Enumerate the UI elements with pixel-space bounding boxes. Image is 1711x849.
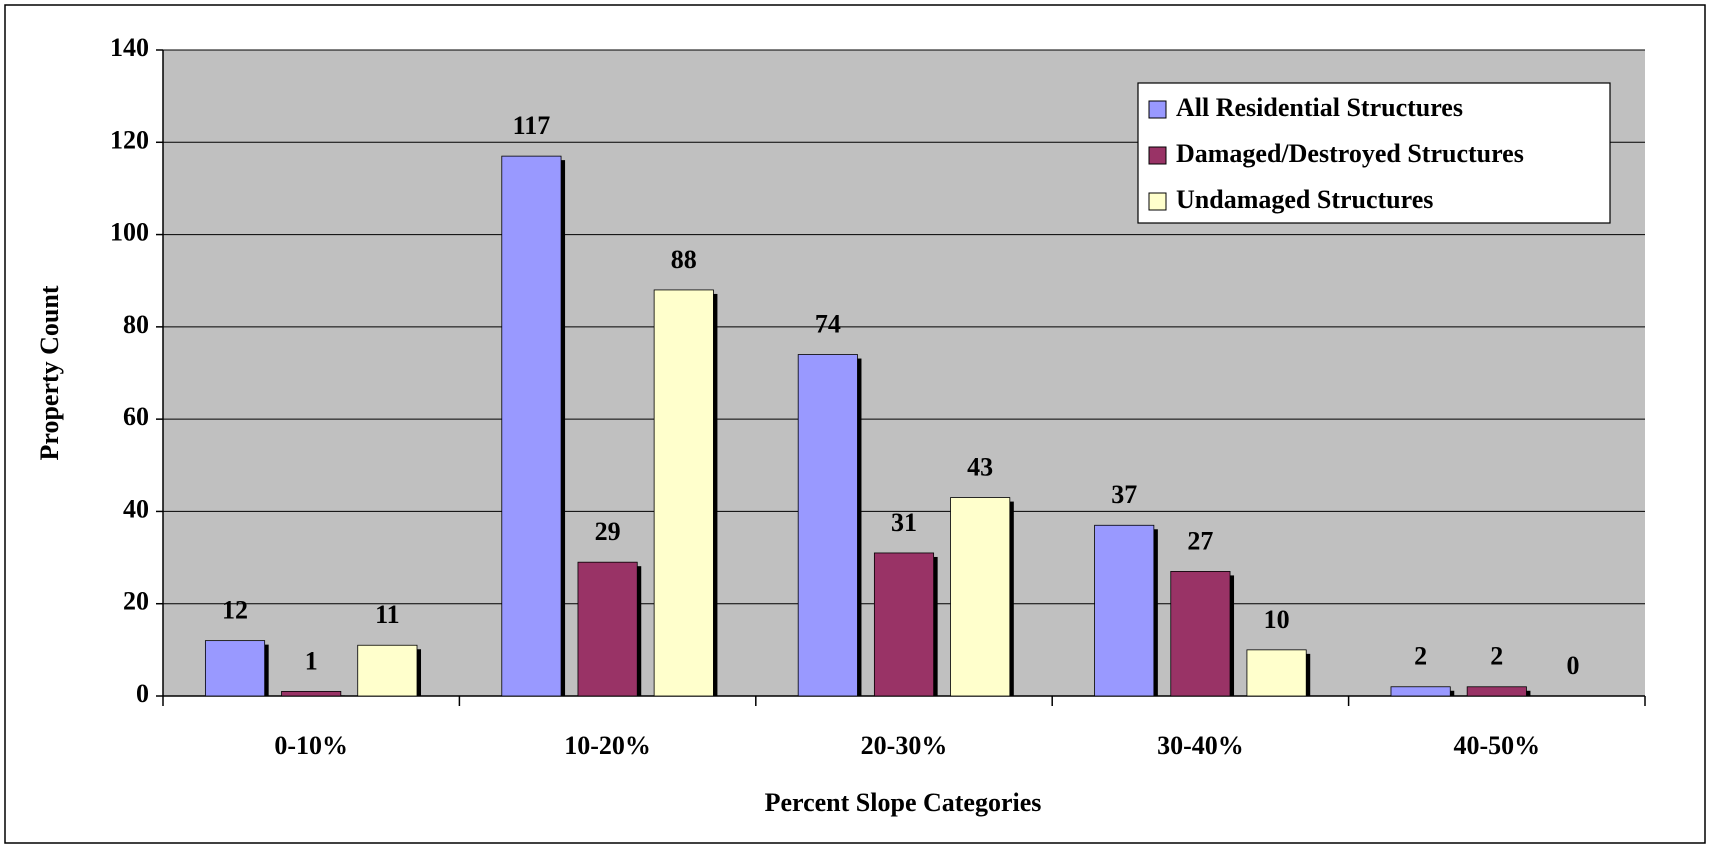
data-label: 37 bbox=[1111, 480, 1137, 509]
bar bbox=[873, 552, 935, 697]
bar bbox=[1466, 686, 1527, 697]
bar bbox=[797, 354, 858, 697]
bar bbox=[1094, 524, 1155, 697]
bar bbox=[950, 497, 1011, 697]
x-axis-label: Percent Slope Categories bbox=[765, 788, 1042, 817]
data-label: 0 bbox=[1566, 651, 1579, 680]
y-tick-label: 80 bbox=[123, 310, 149, 339]
data-label: 43 bbox=[967, 453, 993, 482]
legend-box bbox=[1137, 82, 1611, 224]
bar bbox=[357, 644, 418, 697]
y-tick-label: 40 bbox=[123, 494, 149, 523]
legend-swatch bbox=[1148, 146, 1167, 165]
x-tick-label: 10-20% bbox=[564, 731, 651, 760]
bar bbox=[501, 155, 562, 697]
x-tick-label: 0-10% bbox=[274, 731, 348, 760]
legend-label: Damaged/Destroyed Structures bbox=[1176, 139, 1524, 168]
x-tick-label: 20-30% bbox=[861, 731, 948, 760]
bar bbox=[1246, 649, 1307, 697]
data-label: 10 bbox=[1264, 605, 1290, 634]
data-label: 2 bbox=[1490, 642, 1503, 671]
legend-label: All Residential Structures bbox=[1176, 93, 1463, 122]
y-tick-label: 0 bbox=[136, 679, 149, 708]
y-tick-label: 60 bbox=[123, 402, 149, 431]
data-label: 1 bbox=[305, 646, 318, 675]
data-label: 11 bbox=[375, 600, 400, 629]
legend-swatch bbox=[1148, 192, 1167, 211]
data-label: 74 bbox=[815, 310, 841, 339]
bar bbox=[281, 690, 342, 697]
bar bbox=[204, 640, 266, 697]
y-axis-label: Property Count bbox=[35, 285, 64, 460]
data-label: 31 bbox=[891, 508, 917, 537]
bar bbox=[653, 289, 714, 697]
bar bbox=[577, 561, 638, 697]
data-label: 117 bbox=[513, 111, 551, 140]
data-label: 29 bbox=[595, 517, 621, 546]
x-tick-label: 40-50% bbox=[1453, 731, 1540, 760]
data-label: 88 bbox=[671, 245, 697, 274]
y-tick-label: 140 bbox=[110, 33, 149, 62]
y-tick-label: 100 bbox=[110, 218, 149, 247]
bar bbox=[1390, 686, 1451, 697]
data-label: 27 bbox=[1187, 526, 1213, 555]
bar bbox=[1170, 571, 1231, 697]
data-label: 12 bbox=[222, 596, 248, 625]
y-tick-label: 120 bbox=[110, 125, 149, 154]
legend-label: Undamaged Structures bbox=[1176, 185, 1433, 214]
y-tick-label: 20 bbox=[123, 587, 149, 616]
x-tick-label: 30-40% bbox=[1157, 731, 1244, 760]
legend-swatch bbox=[1148, 100, 1167, 119]
data-label: 2 bbox=[1414, 642, 1427, 671]
